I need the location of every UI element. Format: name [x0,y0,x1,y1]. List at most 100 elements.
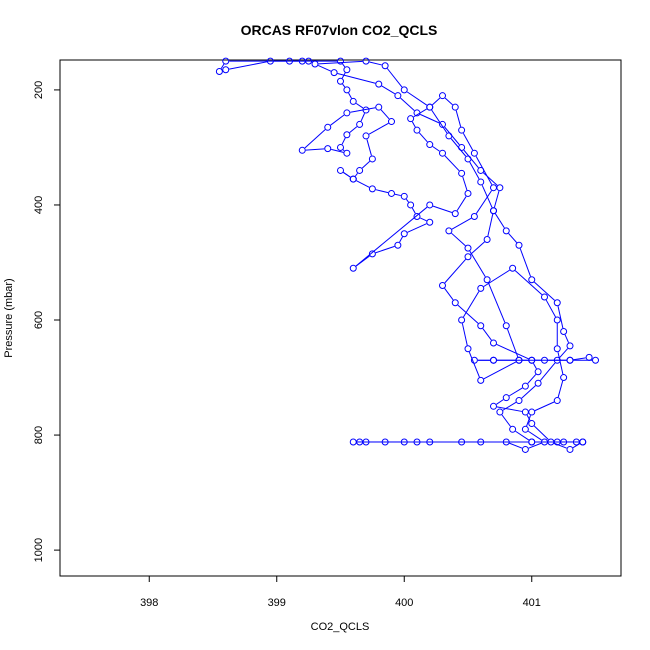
data-point [426,141,434,149]
data-layer [215,57,599,453]
series-line-segment [444,259,467,284]
data-point [502,438,510,446]
data-point [521,382,529,390]
data-point [566,356,574,364]
series-line-segment [527,374,537,384]
series-line-segment [354,172,358,177]
data-point [553,397,561,405]
series-line-segment [355,206,428,267]
data-point [362,132,370,140]
data-point [515,241,523,249]
data-point [464,345,472,353]
data-point [528,356,536,364]
data-point [477,438,485,446]
data-point [470,149,478,157]
data-point [286,57,293,65]
data-point [362,57,370,65]
series-line-segment [481,184,493,208]
series-line-segment [432,205,453,213]
data-point [490,207,497,215]
data-point [343,109,351,117]
data-point [349,97,357,105]
data-point [541,356,548,364]
series-line-segment [487,214,494,237]
data-point [458,438,466,446]
data-point [483,276,491,284]
data-point [477,376,485,384]
data-point [541,293,548,301]
series-line-segment [349,126,358,133]
series-line-segment [494,213,505,229]
series-line-segment [444,288,454,301]
series-line-segment [557,306,564,329]
data-point [458,169,466,177]
data-point [381,62,389,70]
series-line-segment [432,146,440,152]
series-line-segment [493,190,500,208]
series-line-segment [331,148,344,153]
y-tick-label: 200 [33,81,45,99]
series-line-segment [508,387,523,397]
data-point [426,201,434,209]
data-point [464,189,472,197]
y-tick-label: 800 [33,426,45,444]
data-point [400,86,408,94]
series-line-segment [539,362,556,381]
data-point [547,438,555,446]
series-line-segment [330,114,345,126]
x-tick-label: 398 [140,597,158,609]
series-line-segment [468,351,480,378]
series-line-segment [342,149,345,152]
series-line-segment [342,83,346,88]
series-line-segment [469,161,480,180]
data-point [324,145,332,153]
series-line-segment [469,250,486,278]
data-point [337,166,344,174]
data-point [324,123,332,131]
data-point [349,438,357,446]
data-point [439,149,446,157]
data-point [451,103,459,111]
data-point [521,408,529,416]
data-point [528,420,536,428]
series-line-segment [457,304,479,324]
data-point [439,120,446,128]
data-point [566,342,574,350]
data-point [490,339,497,347]
series-line-segment [475,190,492,214]
data-point [451,299,459,307]
series-line-segment [557,352,564,375]
data-point [521,425,529,433]
series-line-segment [528,442,542,449]
series-line-segment [483,269,510,287]
data-point [496,184,504,192]
series-line-segment [432,97,441,106]
data-point [426,438,434,446]
data-point [356,166,364,174]
data-point [388,189,395,197]
data-point [470,356,478,364]
series-line-segment [462,132,474,151]
series-line-segment [483,172,498,186]
data-point [298,146,306,154]
data-point [343,86,351,94]
series-line-segment [394,193,401,197]
series-line-segment [521,385,536,399]
data-point [464,244,472,252]
series-line-segment [355,102,364,109]
data-point [337,77,344,85]
data-point [368,250,376,258]
series-line-segment [508,233,518,243]
data-point [426,103,434,111]
series-line-segment [501,414,511,427]
series-line-segment [545,299,556,318]
data-point [215,68,223,76]
data-point [343,149,351,157]
series-line-segment [515,430,530,441]
data-point [349,264,357,272]
data-point [343,66,351,74]
plot-frame [59,59,622,577]
data-point [439,282,446,289]
data-point [222,66,230,74]
